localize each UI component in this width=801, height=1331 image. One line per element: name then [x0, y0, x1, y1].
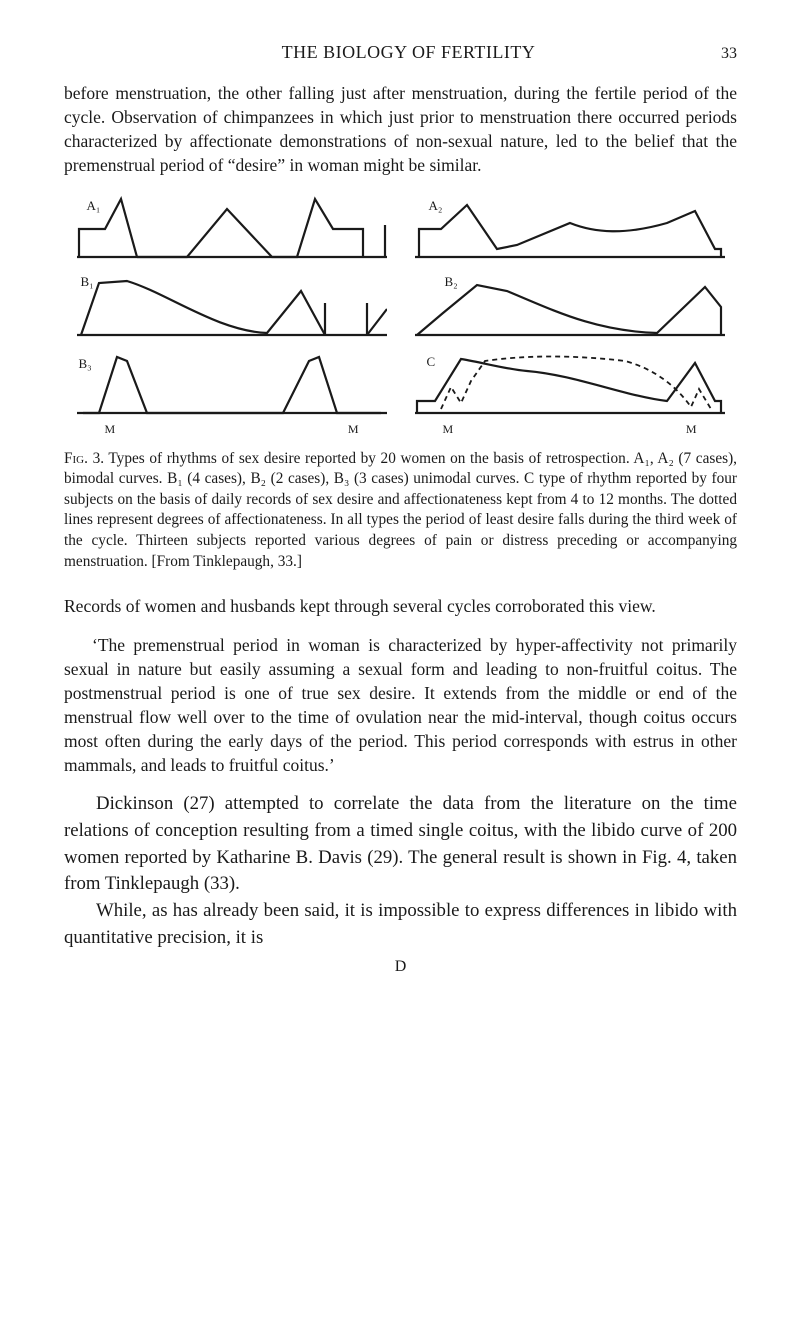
curve-b1: [77, 270, 387, 342]
figure-row-b3c: B₃ C: [64, 348, 737, 420]
signature-letter: D: [64, 958, 737, 976]
label-b2: B₂: [445, 274, 458, 290]
panel-a1: A₁: [77, 192, 387, 264]
label-a2: A₂: [429, 198, 443, 214]
caption-body: . 3. Types of rhythms of sex desire repo…: [64, 450, 737, 570]
axis-m-4: M: [686, 422, 697, 437]
figure-caption: Fig. 3. Types of rhythms of sex desire r…: [64, 449, 737, 573]
paragraph-3: ‘The premenstrual period in woman is cha…: [64, 633, 737, 778]
axis-m-2: M: [348, 422, 359, 437]
paragraph-2: Records of women and husbands kept throu…: [64, 594, 737, 618]
figure-row-b12: B₁ B₂: [64, 270, 737, 342]
curve-b2: [415, 270, 725, 342]
panel-b1: B₁: [77, 270, 387, 342]
panel-b2: B₂: [415, 270, 725, 342]
page-number: 33: [721, 45, 737, 63]
paragraph-5: While, as has already been said, it is i…: [64, 898, 737, 951]
label-a1: A₁: [87, 198, 101, 214]
running-header: THE BIOLOGY OF FERTILITY 33: [64, 42, 737, 63]
paragraph-4: Dickinson (27) attempted to correlate th…: [64, 791, 737, 898]
panel-b3: B₃: [77, 348, 387, 420]
label-c: C: [427, 354, 436, 370]
curve-a2: [415, 192, 725, 264]
curve-c: [415, 348, 725, 420]
axis-left: M M: [77, 422, 387, 437]
label-b3: B₃: [79, 356, 92, 372]
figure-axis-labels: M M M M: [64, 422, 737, 437]
panel-a2: A₂: [415, 192, 725, 264]
caption-fig-prefix: Fig: [64, 450, 84, 467]
paragraph-1: before menstruation, the other falling j…: [64, 81, 737, 178]
curve-a1: [77, 192, 387, 264]
curve-b3: [77, 348, 387, 420]
panel-c: C: [415, 348, 725, 420]
figure-3: A₁ A₂ B₁ B₂: [64, 192, 737, 573]
axis-m-3: M: [443, 422, 454, 437]
axis-right: M M: [415, 422, 725, 437]
axis-m-1: M: [105, 422, 116, 437]
header-title: THE BIOLOGY OF FERTILITY: [96, 42, 721, 63]
label-b1: B₁: [81, 274, 94, 290]
figure-row-a: A₁ A₂: [64, 192, 737, 264]
